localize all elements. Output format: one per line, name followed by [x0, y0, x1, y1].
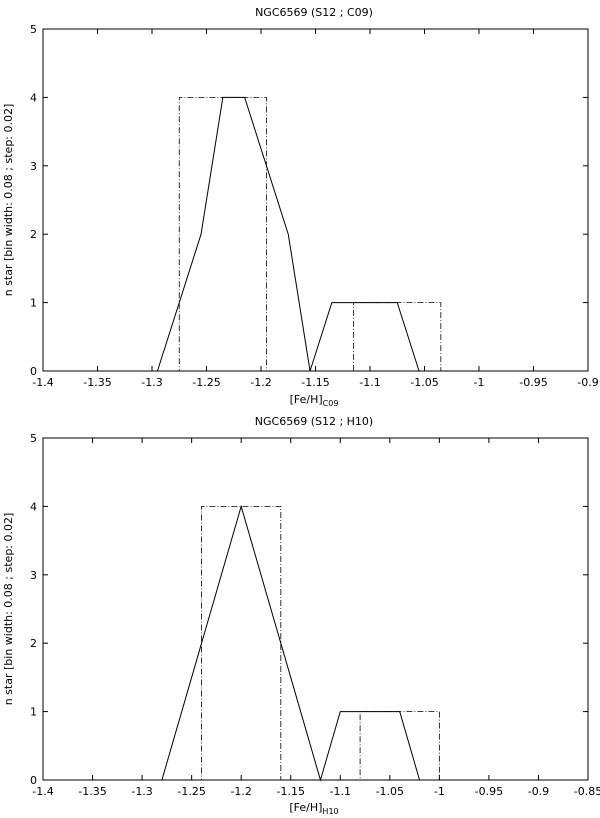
- x-tick-label: -1.1: [359, 376, 380, 389]
- x-axis-label-subscript: C09: [323, 399, 339, 408]
- y-tick-label: 1: [30, 297, 37, 310]
- x-tick-label: -1.25: [192, 376, 220, 389]
- y-tick-label: 4: [30, 91, 37, 104]
- y-axis-label: n star [bin width: 0.08 ; step: 0.02]: [2, 104, 15, 297]
- x-axis-label-subscript: H10: [322, 807, 338, 816]
- x-tick-label: -1.1: [330, 785, 351, 798]
- x-tick-label: -1.3: [131, 785, 152, 798]
- x-tick-label: -1: [474, 376, 485, 389]
- x-axis-ticks: -1.4 -1.35 -1.3 -1.25 -1.2 -1.15 -1.1 -1.05 -1 -0…: [32, 29, 599, 389]
- y-axis-label: n star [bin width: 0.08 ; step: 0.02]: [2, 513, 15, 706]
- x-tick-label: -1.35: [83, 376, 111, 389]
- chart-title: NGC6569 (S12 ; H10): [255, 415, 373, 428]
- x-axis-ticks: -1.4 -1.35 -1.3 -1.25 -1.2 -1.15 -1.1 -1.05 -1 -0…: [32, 438, 600, 798]
- series-solid-line: [43, 96, 588, 372]
- chart-panel-c09: NGC6569 (S12 ; C09) 0 1 2 3 4 5 -1.4 -1.35 -1.3…: [2, 6, 599, 408]
- x-tick-label: -1.25: [177, 785, 205, 798]
- x-tick-label: -0.95: [519, 376, 547, 389]
- y-tick-label: 5: [30, 23, 37, 36]
- y-tick-label: 5: [30, 432, 37, 445]
- x-tick-label: -1.05: [376, 785, 404, 798]
- y-axis-ticks: 0 1 2 3 4 5: [30, 432, 588, 787]
- x-tick-label: -1: [434, 785, 445, 798]
- y-tick-label: 0: [30, 774, 37, 787]
- x-tick-label: -1.4: [32, 376, 53, 389]
- x-tick-label: -0.9: [577, 376, 598, 389]
- x-tick-label: -0.95: [475, 785, 503, 798]
- chart-panel-h10: NGC6569 (S12 ; H10) 0 1 2 3 4 5 -1.4 -1.35 -1.3…: [2, 415, 600, 816]
- x-axis-label-main: [Fe/H]: [290, 393, 323, 406]
- x-tick-label: -1.15: [276, 785, 304, 798]
- x-tick-label: -0.9: [528, 785, 549, 798]
- x-tick-label: -1.4: [32, 785, 53, 798]
- series-solid-line: [43, 504, 588, 782]
- plot-frame: [42, 437, 589, 781]
- series-layer: [43, 504, 588, 782]
- x-axis-label: [Fe/H]C09: [290, 393, 339, 408]
- y-tick-label: 2: [30, 637, 37, 650]
- y-tick-label: 0: [30, 365, 37, 378]
- x-tick-label: -1.35: [78, 785, 106, 798]
- x-tick-label: -1.3: [141, 376, 162, 389]
- x-tick-label: -1.2: [250, 376, 271, 389]
- x-axis-label-main: [Fe/H]: [289, 801, 322, 814]
- x-tick-label: -0.85: [574, 785, 600, 798]
- y-tick-label: 2: [30, 228, 37, 241]
- x-axis-label: [Fe/H]H10: [289, 801, 338, 816]
- series-dash-dot-line: [43, 505, 588, 781]
- y-tick-label: 3: [30, 569, 37, 582]
- plot-frame: [42, 28, 589, 372]
- y-tick-label: 3: [30, 160, 37, 173]
- x-tick-label: -1.05: [410, 376, 438, 389]
- y-axis-ticks: 0 1 2 3 4 5: [30, 23, 588, 378]
- y-tick-label: 4: [30, 500, 37, 513]
- y-tick-label: 1: [30, 706, 37, 719]
- chart-title: NGC6569 (S12 ; C09): [255, 6, 373, 19]
- x-tick-label: -1.2: [230, 785, 251, 798]
- x-tick-label: -1.15: [301, 376, 329, 389]
- series-dash-dot-line: [43, 97, 588, 372]
- series-layer: [43, 96, 588, 372]
